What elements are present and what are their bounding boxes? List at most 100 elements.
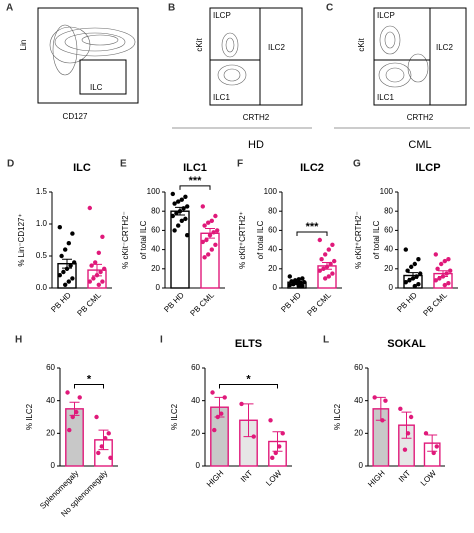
panel-letter: C [326,3,333,14]
data-point [291,281,296,287]
data-point [65,390,70,395]
data-point [207,233,213,238]
data-point [100,234,105,239]
data-point [212,427,217,433]
data-point [287,274,292,279]
y-tick-label: 80 [384,206,393,215]
plot-frame [373,7,467,106]
data-point [62,282,68,287]
gate-label: ILCP [377,11,395,20]
data-point [405,268,410,273]
y-tick-label: 40 [191,396,200,405]
gate-label: ILC2 [268,43,285,52]
panel-letter: A [6,3,13,14]
y-axis-label: of total ILC [139,220,148,259]
data-point [280,431,285,436]
y-tick-label: 20 [191,428,200,437]
data-point [403,280,408,285]
y-tick-label: 0.0 [36,283,48,292]
significance-label: *** [189,175,203,187]
chart-title: ILC2 [300,162,324,174]
y-axis-label: % ILC2 [25,403,34,430]
significance-label: * [246,373,251,385]
panel-letter: G [353,159,361,170]
data-point [416,281,421,287]
gate-label: ILCP [213,11,231,20]
data-point [172,228,177,233]
data-point [89,263,94,268]
data-point [433,278,438,283]
significance-label: *** [306,221,320,233]
y-tick-label: 60 [191,363,200,372]
y-tick-label: 0 [196,461,201,470]
data-point [213,242,218,247]
data-point [321,266,326,271]
data-point [219,411,224,416]
data-point [108,455,113,461]
data-point [177,209,183,214]
data-point [405,431,411,436]
y-tick-label: 1.0 [36,219,48,228]
data-point [206,220,211,225]
data-point [317,268,322,273]
data-point [323,252,328,257]
data-point [96,282,102,287]
data-point [93,260,98,265]
x-tick-label: INT [397,468,413,484]
error-bar [427,434,438,452]
panel-letter: E [120,159,127,170]
data-point [302,280,307,285]
data-point [106,431,111,436]
data-point [332,258,337,264]
data-point [448,268,453,273]
data-point [300,283,305,289]
data-point [64,266,70,271]
chart-title: ELTS [235,338,262,350]
data-point [317,237,322,243]
y-tick-label: 60 [268,226,277,235]
data-point [61,269,66,275]
data-point [57,273,62,278]
data-point [176,199,181,204]
data-point [412,283,417,289]
flow-panel: C ILCP ILC2 ILC1 cKit CRTH2 CML [326,3,470,151]
data-point [98,269,103,275]
data-point [94,273,100,278]
data-point [77,395,82,400]
data-point [326,274,331,279]
panel-letter: D [7,159,14,170]
y-tick-label: 20 [268,264,277,273]
x-tick-label: PB HD [49,290,73,314]
data-point [202,255,207,260]
chart-title: ILC1 [183,162,207,174]
y-tick-label: 20 [46,428,55,437]
data-point [326,247,331,252]
data-point [402,447,408,452]
data-point [372,395,377,400]
data-point [174,210,179,216]
chart-title: ILCP [415,162,440,174]
y-tick-label: 0 [156,283,161,292]
significance-bracket [219,384,278,389]
flow-panel: B ILCP ILC2 ILC1 cKit CRTH2 HD [168,3,312,151]
data-point [213,213,218,219]
data-point [383,398,388,403]
data-point [183,216,188,222]
data-point [170,213,175,219]
y-tick-label: 40 [268,245,277,254]
data-point [96,250,102,255]
data-point [442,282,447,288]
data-point [296,277,301,282]
data-point [239,401,244,407]
x-tick-label: PB CML [421,290,449,318]
data-point [67,427,72,433]
y-tick-label: 40 [151,245,160,254]
error-bar [272,431,283,452]
y-tick-label: 40 [384,245,393,254]
data-point [412,261,417,267]
data-point [416,257,421,262]
y-tick-label: 20 [384,264,393,273]
data-point [380,418,385,423]
data-point [328,261,333,267]
gate-label: ILC2 [436,43,453,52]
